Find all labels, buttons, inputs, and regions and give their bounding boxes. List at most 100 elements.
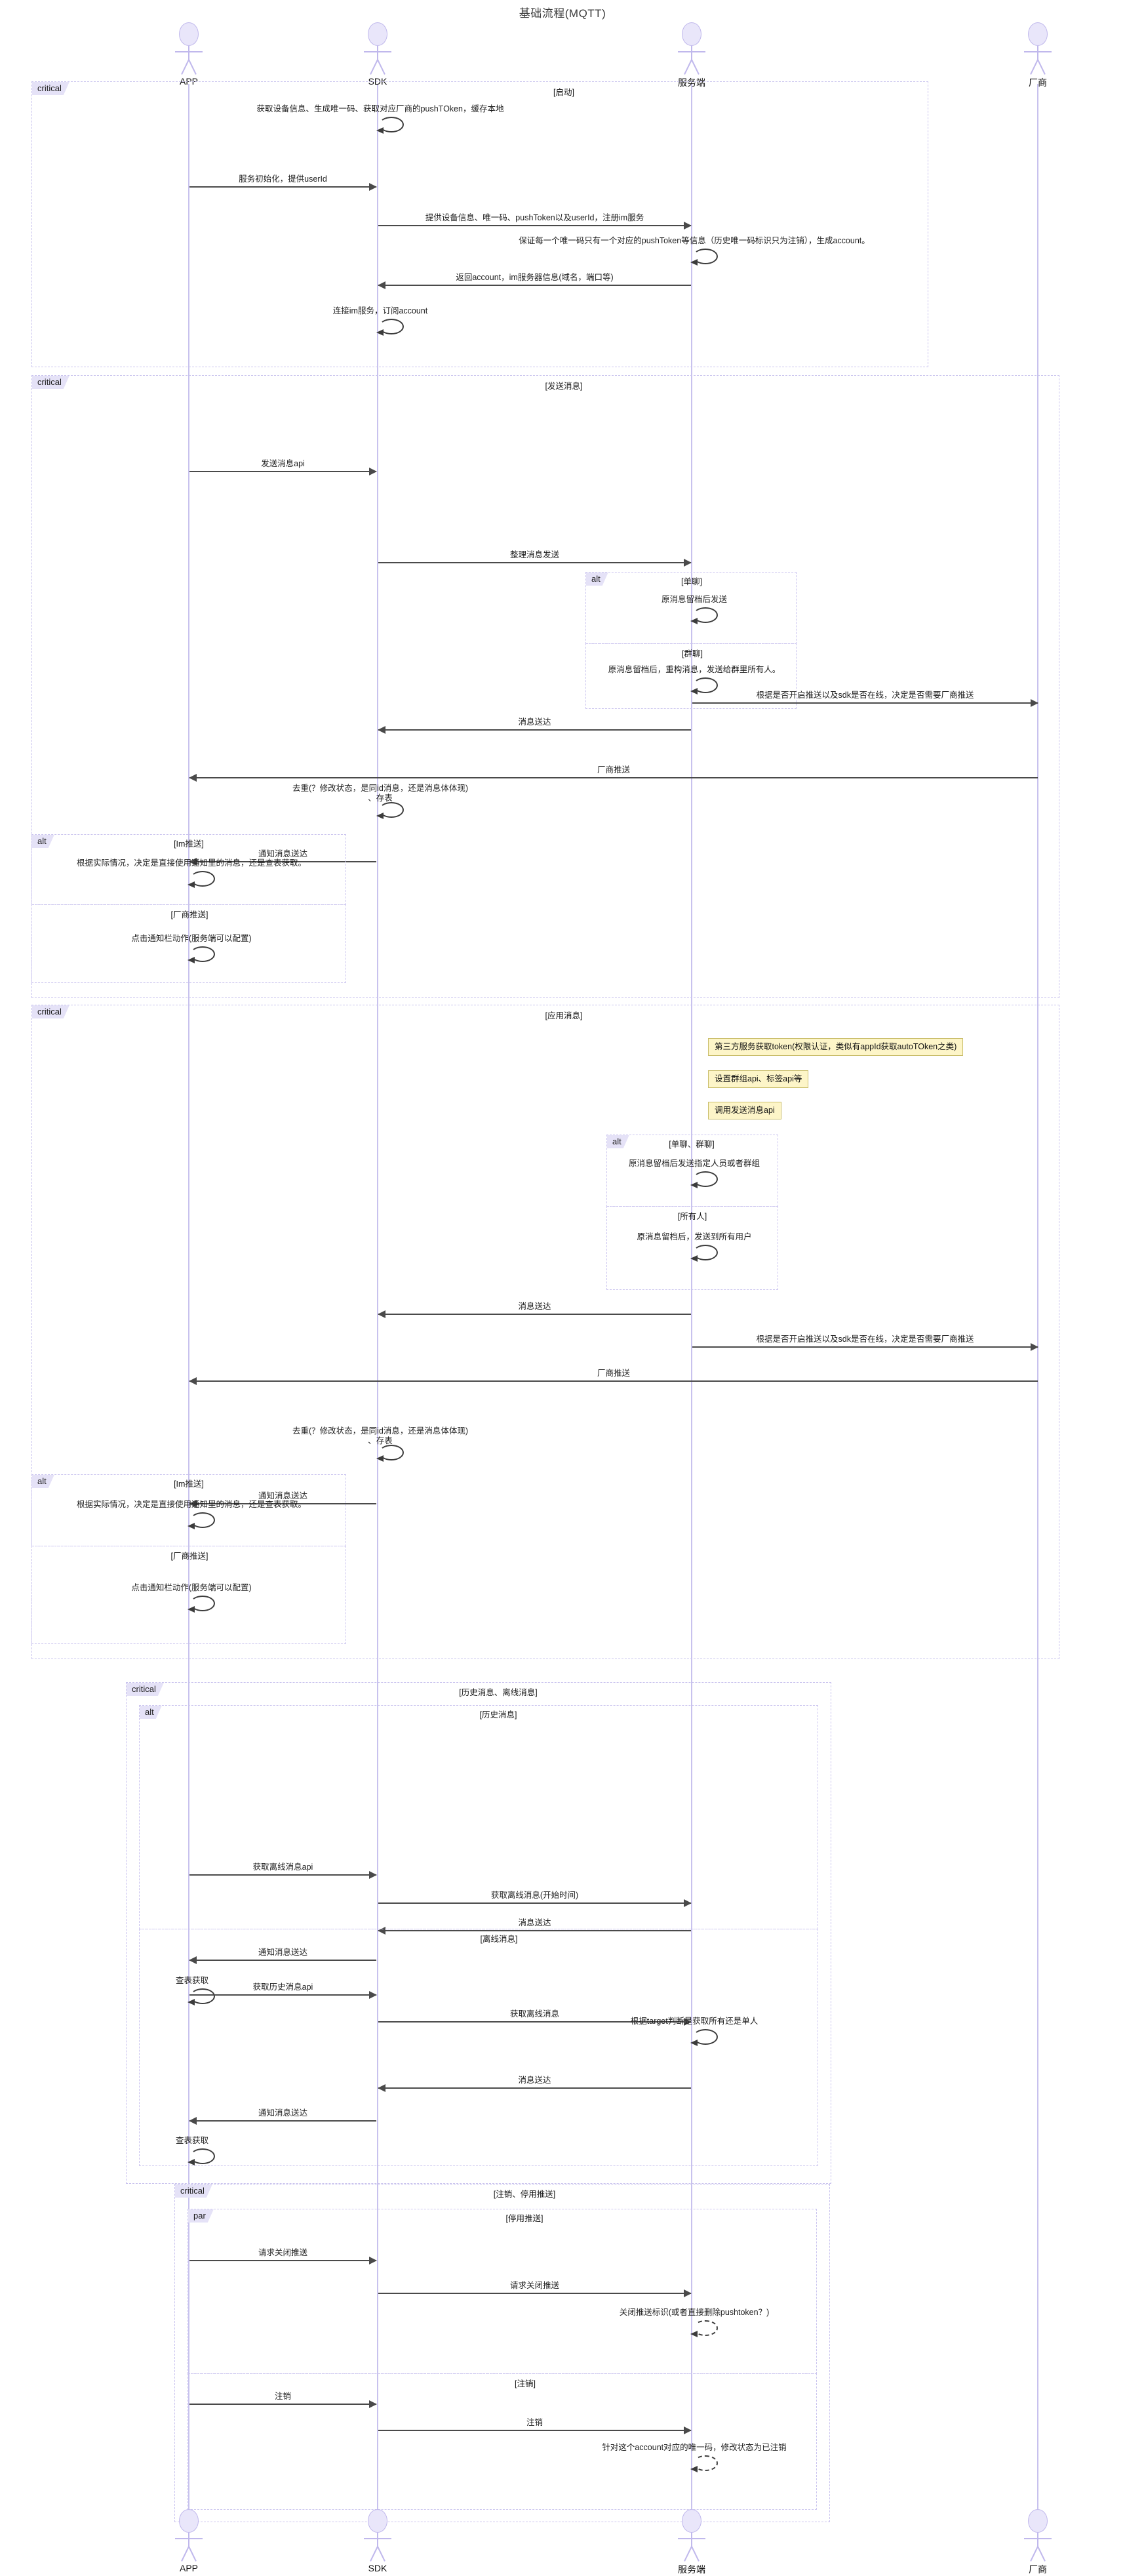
message-label: 原消息留档后发送 <box>661 595 728 604</box>
self-message: 原消息留档后发送 <box>661 595 727 624</box>
actor-figure-icon <box>149 2509 228 2562</box>
fragment-condition: [厂商推送] <box>170 1552 208 1561</box>
fragment-alt-branch-vendor-push: [厂商推送] <box>31 904 346 983</box>
self-message: 原消息留档后，发送到所有用户 <box>637 1232 752 1262</box>
message-arrow: 获取离线消息api <box>189 1862 377 1879</box>
fragment-label: alt <box>32 1475 54 1488</box>
self-message: 根据实际情况，决定是直接使用通知里的消息，还是查表获取。 <box>77 858 306 888</box>
message-arrow: 获取历史消息api <box>189 1982 377 1999</box>
fragment-condition: [启动] <box>553 88 574 97</box>
message-arrow: 通知消息送达 <box>189 849 376 866</box>
message-label: 获取历史消息api <box>252 1982 313 1992</box>
fragment-par-branch-logout: [注销] <box>188 2373 817 2510</box>
self-message: 原消息留档后发送指定人员或者群组 <box>629 1159 760 1188</box>
message-label: 原消息留档后，发送到所有用户 <box>637 1232 752 1241</box>
self-message: 获取设备信息、生成唯一码、获取对应厂商的pushTOken，缓存本地 <box>257 104 503 134</box>
message-label: 服务初始化，提供userId <box>239 174 327 184</box>
fragment-label: critical <box>127 1683 164 1696</box>
self-message: 查表获取 <box>176 1976 220 2005</box>
fragment-alt-history-message: alt <box>139 1705 818 1929</box>
message-arrow: 请求关闭推送 <box>378 2281 692 2297</box>
fragment-condition: [停用推送] <box>505 2214 543 2223</box>
message-label: 获取离线消息 <box>509 2009 560 2019</box>
message-label: 根据实际情况，决定是直接使用通知里的消息，还是查表获取。 <box>76 1500 307 1509</box>
self-message: 原消息留档后，重构消息，发送给群里所有人。 <box>608 665 780 694</box>
fragment-label: critical <box>32 82 69 95</box>
fragment-condition: [发送消息] <box>545 382 583 391</box>
message-arrow: 消息送达 <box>378 717 691 734</box>
message-label: 查表获取 <box>176 1976 209 1985</box>
message-arrow: 获取离线消息 <box>378 2009 692 2026</box>
actor-label: 厂商 <box>1029 77 1047 88</box>
actor-label: SDK <box>368 2563 387 2573</box>
fragment-condition: [注销] <box>515 2379 536 2388</box>
message-label: 消息送达 <box>518 1302 551 1311</box>
message-label: 注销 <box>526 2418 543 2427</box>
actor-label: 服务端 <box>678 77 705 88</box>
message-label: 请求关闭推送 <box>258 2248 308 2257</box>
fragment-alt-branch-vendor-push-2: [厂商推送] <box>31 1546 346 1644</box>
self-message: 保证每一个唯一码只有一个对应的pushToken等信息（历史唯一码标识只为注销）… <box>519 236 870 266</box>
actor-app-bottom: APP <box>149 2509 228 2573</box>
actor-sdk-bottom: SDK <box>338 2509 417 2573</box>
fragment-label: alt <box>32 835 54 848</box>
message-arrow: 注销 <box>378 2418 692 2434</box>
actor-figure-icon <box>652 22 731 75</box>
message-label: 去重(？修改状态，是同id消息，还是消息体体现) 、存表 <box>292 1426 469 1445</box>
message-arrow: 厂商推送 <box>189 1369 1038 1385</box>
message-label: 整理消息发送 <box>509 550 560 559</box>
fragment-condition: [Im推送] <box>174 839 204 849</box>
message-label: 查表获取 <box>176 2136 209 2145</box>
self-message: 去重(？修改状态，是同id消息，还是消息体体现) 、存表 <box>292 784 468 819</box>
message-label: 发送消息api <box>261 459 305 468</box>
actor-label: APP <box>179 2563 198 2573</box>
message-label: 根据是否开启推送以及sdk是否在线，决定是否需要厂商推送 <box>756 691 974 700</box>
fragment-condition: [单聊] <box>681 577 702 586</box>
fragment-condition: [历史消息] <box>479 1710 517 1720</box>
message-arrow: 通知消息送达 <box>189 1491 376 1508</box>
fragment-condition: [注销、停用推送] <box>493 2190 556 2199</box>
message-arrow: 注销 <box>189 2392 377 2408</box>
lifeline-server <box>691 84 692 2518</box>
actor-figure-icon <box>652 2509 731 2562</box>
self-message: 关闭推送标识(或者直接删除pushtoken？) <box>620 2308 769 2337</box>
actor-label: 厂商 <box>1029 2564 1047 2575</box>
fragment-label: alt <box>140 1706 162 1719</box>
lifeline-app <box>188 84 189 2518</box>
message-label: 根据target判断是获取所有还是单人 <box>630 2017 759 2026</box>
fragment-label: critical <box>32 1005 69 1018</box>
fragment-par-stop-push: par <box>188 2209 817 2374</box>
note-group-api: 设置群组api、标签api等 <box>708 1070 809 1088</box>
page-title: 基础流程(MQTT) <box>519 7 606 20</box>
message-label: 注销 <box>274 2392 292 2401</box>
message-arrow: 厂商推送 <box>189 765 1038 782</box>
message-label: 获取设备信息、生成唯一码、获取对应厂商的pushTOken，缓存本地 <box>256 104 504 113</box>
message-arrow: 根据是否开启推送以及sdk是否在线，决定是否需要厂商推送 <box>692 1335 1038 1351</box>
message-label: 根据是否开启推送以及sdk是否在线，决定是否需要厂商推送 <box>756 1335 974 1344</box>
fragment-condition: [厂商推送] <box>170 910 208 919</box>
actor-vendor-bottom: 厂商 <box>998 2509 1077 2576</box>
note-send-message-api: 调用发送消息api <box>708 1102 781 1119</box>
message-arrow: 通知消息送达 <box>189 1948 376 1964</box>
message-arrow: 请求关闭推送 <box>189 2248 377 2264</box>
message-label: 厂商推送 <box>597 1369 631 1378</box>
message-label: 点击通知栏动作(服务端可以配置) <box>131 934 252 943</box>
message-label: 通知消息送达 <box>258 2108 308 2118</box>
self-message: 点击通知栏动作(服务端可以配置) <box>131 1583 252 1613</box>
self-message: 根据target判断是获取所有还是单人 <box>631 2017 758 2046</box>
fragment-label: alt <box>607 1135 629 1148</box>
message-label: 消息送达 <box>518 2076 551 2085</box>
message-label: 获取离线消息api <box>252 1862 313 1872</box>
fragment-label: critical <box>32 376 69 389</box>
message-arrow: 消息送达 <box>378 1302 691 1318</box>
self-message: 查表获取 <box>176 2136 220 2165</box>
actor-app-top: APP <box>149 22 228 87</box>
message-label: 消息送达 <box>518 717 551 727</box>
message-arrow: 返回account，im服务器信息(域名，端口等) <box>378 273 691 289</box>
self-message: 连接im服务，订阅account <box>333 306 427 336</box>
fragment-condition: [群聊] <box>682 649 703 658</box>
fragment-condition: [历史消息、离线消息] <box>459 1688 538 1697</box>
message-label: 通知消息送达 <box>258 1948 308 1957</box>
self-message: 点击通知栏动作(服务端可以配置) <box>131 934 252 963</box>
